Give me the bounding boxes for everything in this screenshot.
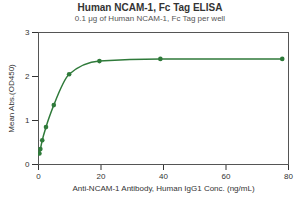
svg-text:40: 40	[159, 172, 168, 181]
svg-text:20: 20	[97, 172, 106, 181]
svg-text:Mean Abs.(OD450): Mean Abs.(OD450)	[7, 64, 16, 133]
svg-text:1: 1	[25, 116, 30, 125]
svg-text:0: 0	[36, 172, 41, 181]
svg-text:3: 3	[25, 28, 30, 37]
svg-text:0: 0	[25, 160, 30, 169]
html-text:0.1 μg of Human NCAM-1, Fc Tag: 0.1 μg of Human NCAM-1, Fc Tag per well	[74, 14, 226, 23]
svg-text:80: 80	[284, 172, 293, 181]
svg-text:2: 2	[25, 72, 30, 81]
html-text:Human NCAM-1, Fc Tag ELISA: Human NCAM-1, Fc Tag ELISA	[77, 2, 223, 13]
svg-text:Anti-NCAM-1 Antibody, Human Ig: Anti-NCAM-1 Antibody, Human IgG1 Conc. (…	[72, 184, 254, 193]
svg-text:60: 60	[222, 172, 231, 181]
